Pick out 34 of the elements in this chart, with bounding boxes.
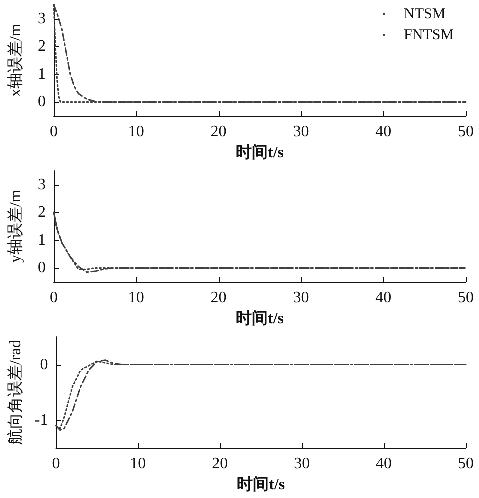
y-axis-title: y轴误差/m xyxy=(6,190,24,263)
x-tick-label: 30 xyxy=(293,124,310,141)
x-tick-label: 20 xyxy=(210,290,227,307)
x-tick-label: 50 xyxy=(458,124,474,141)
y-tick-label: 0 xyxy=(38,94,46,111)
x-tick-label: 30 xyxy=(294,456,310,473)
legend-label: NTSM xyxy=(404,6,446,22)
y-axis-title: 航向角误差/rad xyxy=(6,340,24,445)
y-tick-label: 2 xyxy=(38,38,46,56)
x-tick-label: 10 xyxy=(128,124,144,141)
x-tick-label: 10 xyxy=(130,456,146,473)
x-tick-label: 20 xyxy=(210,124,227,141)
x-axis-title: 时间t/s xyxy=(236,144,284,162)
x-tick-label: 50 xyxy=(458,456,474,473)
x-axis-title: 时间t/s xyxy=(236,310,284,328)
y-tick-label: 0 xyxy=(38,260,46,277)
x-tick-label: 40 xyxy=(376,124,392,141)
x-tick-label: 40 xyxy=(376,456,392,473)
y-tick-label: 3 xyxy=(38,10,46,28)
x-axis-title: 时间t/s xyxy=(237,476,286,494)
y-tick-label: 1 xyxy=(38,66,46,83)
y-tick-label: 2 xyxy=(38,204,46,222)
x-tick-label: 50 xyxy=(458,290,474,307)
y-tick-label: -1 xyxy=(34,412,48,429)
x-tick-label: 0 xyxy=(52,456,60,473)
x-tick-label: 40 xyxy=(376,290,392,307)
y-axis-title: x轴误差/m xyxy=(6,24,24,97)
y-tick-label: 0 xyxy=(40,356,48,374)
x-tick-label: 30 xyxy=(293,290,310,307)
x-tick-label: 10 xyxy=(128,290,144,307)
y-tick-label: 3 xyxy=(38,176,46,194)
legend-label: FNTSM xyxy=(404,28,454,44)
y-tick-label: 1 xyxy=(38,232,46,249)
x-tick-label: 20 xyxy=(212,456,228,473)
